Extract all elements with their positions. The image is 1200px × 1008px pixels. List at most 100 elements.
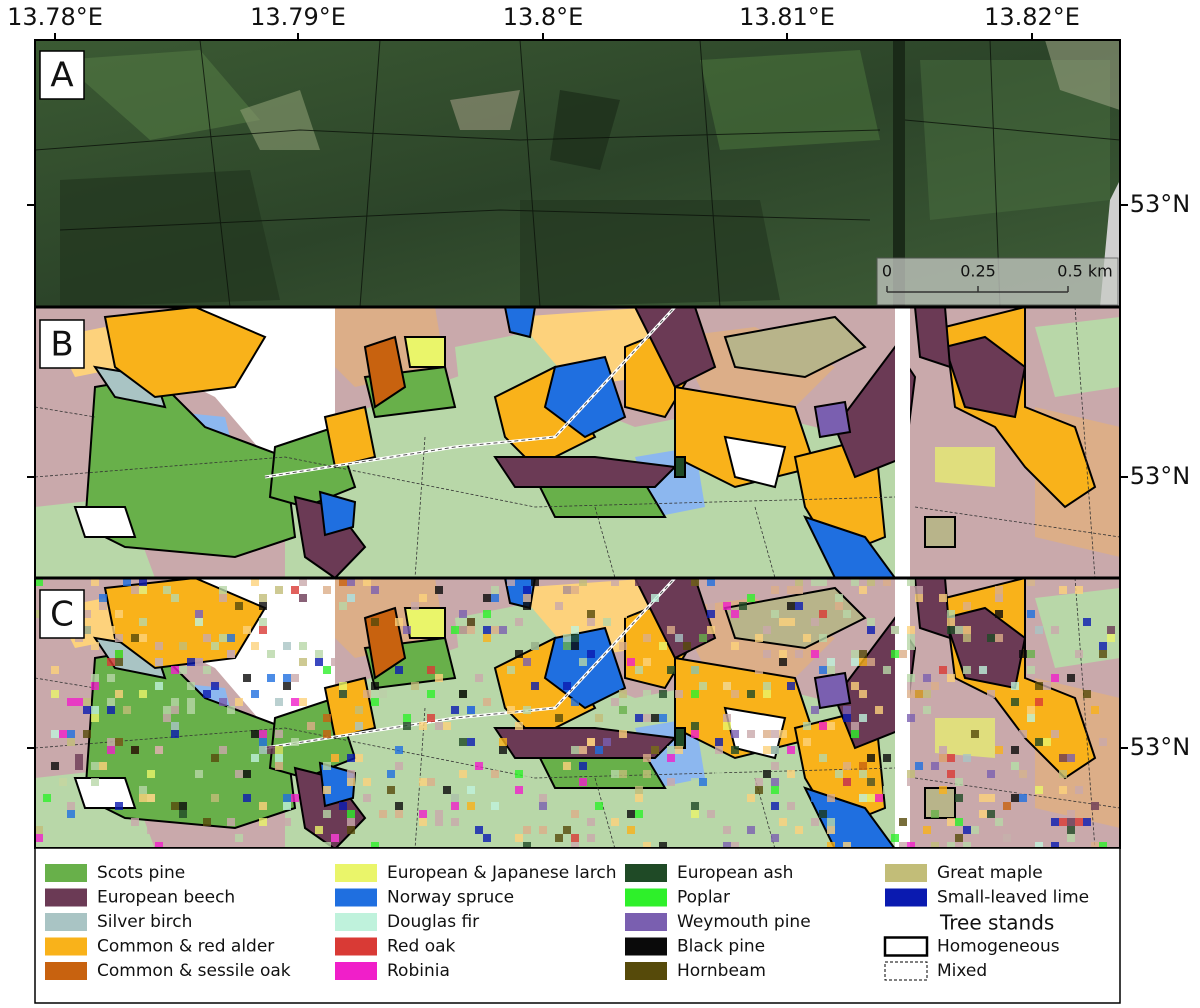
pixel (947, 618, 955, 626)
pixel (1067, 650, 1075, 658)
pixel (555, 714, 563, 722)
pixel (435, 818, 443, 826)
pixel (1099, 642, 1107, 650)
legend-label: European beech (97, 888, 235, 908)
pixel (523, 594, 531, 602)
pixel (603, 738, 611, 746)
pixel (915, 690, 923, 698)
pixel (723, 682, 731, 690)
pixel (803, 738, 811, 746)
pixel (771, 762, 779, 770)
pixel (979, 666, 987, 674)
pixel (651, 594, 659, 602)
pixel (131, 634, 139, 642)
legend-label: Silver birch (97, 912, 192, 932)
pixel (891, 650, 899, 658)
pixel (755, 786, 763, 794)
pixel (259, 594, 267, 602)
pixel (387, 786, 395, 794)
pixel (107, 658, 115, 666)
pixel (1059, 770, 1067, 778)
pixel (883, 754, 891, 762)
pixel (899, 818, 907, 826)
pixel (467, 626, 475, 634)
pixel (171, 730, 179, 738)
pixel (723, 826, 731, 834)
pixel (779, 818, 787, 826)
pixel (291, 674, 299, 682)
pixel (491, 802, 499, 810)
pixel (171, 706, 179, 714)
pixel (243, 770, 251, 778)
pixel (635, 578, 643, 586)
pixel (707, 602, 715, 610)
pixel (931, 842, 939, 848)
pixel (859, 650, 867, 658)
pixel (1051, 818, 1059, 826)
pixel (491, 594, 499, 602)
pixel (291, 586, 299, 594)
pixel (131, 746, 139, 754)
pixel (91, 762, 99, 770)
pixel (35, 826, 43, 834)
pixel (771, 786, 779, 794)
pixel (275, 730, 283, 738)
pixel (659, 842, 667, 848)
pixel (963, 826, 971, 834)
pixel (115, 650, 123, 658)
pixel (347, 770, 355, 778)
pixel (907, 682, 915, 690)
pixel (1003, 834, 1011, 842)
legend-swatch (884, 961, 928, 981)
pixel (475, 826, 483, 834)
pixel (867, 754, 875, 762)
pixel (1019, 786, 1027, 794)
pixel (403, 722, 411, 730)
pixel (299, 578, 307, 586)
pixel (1027, 714, 1035, 722)
pixel (883, 666, 891, 674)
pixel (787, 586, 795, 594)
pixel (947, 770, 955, 778)
pixel (155, 682, 163, 690)
pixel (779, 658, 787, 666)
pixel (1035, 786, 1043, 794)
pixel (635, 666, 643, 674)
pixel (515, 650, 523, 658)
pixel (691, 666, 699, 674)
pixel (347, 826, 355, 834)
pixel (787, 602, 795, 610)
pixel (747, 794, 755, 802)
pixel (459, 738, 467, 746)
pixel (667, 626, 675, 634)
legend-swatch (625, 937, 667, 956)
pixel (91, 706, 99, 714)
legend-label: Douglas fir (387, 912, 479, 932)
pixel (435, 722, 443, 730)
pixel (75, 762, 83, 770)
pixel (611, 770, 619, 778)
legend-label: Norway spruce (387, 888, 514, 908)
pixel (987, 634, 995, 642)
pixel (795, 602, 803, 610)
pixel (587, 610, 595, 618)
pixel (59, 778, 67, 786)
pixel (555, 626, 563, 634)
pixel (795, 578, 803, 586)
pixel (635, 786, 643, 794)
pixel (435, 810, 443, 818)
pixel (811, 578, 819, 586)
pixel (795, 586, 803, 594)
pixel (571, 834, 579, 842)
pixel (907, 674, 915, 682)
pixel (763, 730, 771, 738)
pixel (579, 578, 587, 586)
pixel (995, 586, 1003, 594)
pixel (971, 834, 979, 842)
legend-swatch (335, 864, 377, 882)
pixel (691, 810, 699, 818)
legend-label: Common & sessile oak (97, 961, 291, 981)
pixel (579, 746, 587, 754)
pixel (907, 626, 915, 634)
pixel (643, 658, 651, 666)
